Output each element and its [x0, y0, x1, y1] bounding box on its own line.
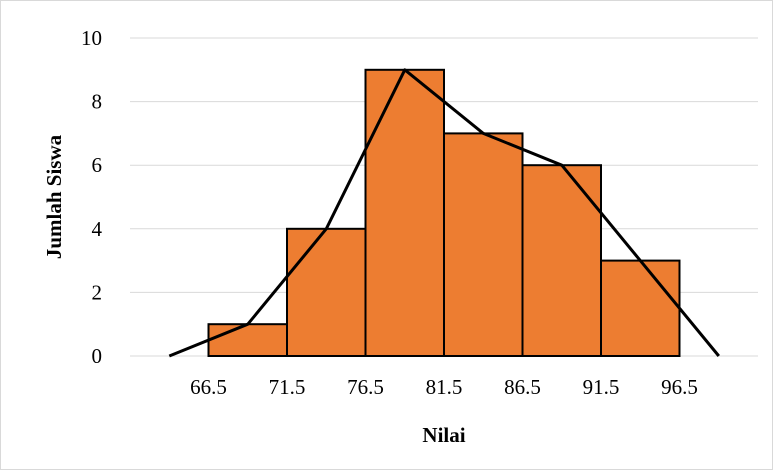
- x-axis-title: Nilai: [422, 423, 465, 447]
- x-tick-label: 91.5: [583, 375, 620, 399]
- x-tick-label: 71.5: [269, 375, 306, 399]
- histogram-bars: [207, 68, 681, 358]
- y-tick-label: 4: [92, 217, 103, 241]
- x-tick-labels: 66.5 71.5 76.5 81.5 86.5 91.5 96.5: [190, 375, 698, 399]
- x-tick-label: 86.5: [504, 375, 541, 399]
- frequency-polygon: [168, 68, 720, 358]
- frequency-polygon-line: [168, 68, 720, 358]
- x-tick-label: 96.5: [661, 375, 698, 399]
- x-tick-label: 76.5: [347, 375, 384, 399]
- y-tick-label: 0: [92, 344, 103, 368]
- x-tick-label: 66.5: [190, 375, 227, 399]
- histogram-bar: [364, 68, 445, 358]
- histogram-bar: [207, 323, 288, 358]
- y-tick-labels: 0 2 4 6 8 10: [81, 26, 103, 368]
- y-tick-label: 2: [92, 280, 103, 304]
- y-tick-label: 8: [92, 90, 103, 114]
- histogram-bar: [600, 259, 681, 358]
- y-tick-label: 6: [92, 153, 103, 177]
- y-tick-label: 10: [81, 26, 102, 50]
- x-tick-label: 81.5: [426, 375, 463, 399]
- histogram-bar: [521, 164, 602, 357]
- y-axis-title: Jumlah Siswa: [42, 134, 66, 259]
- histogram-bar: [443, 132, 524, 357]
- histogram-bar: [286, 227, 367, 357]
